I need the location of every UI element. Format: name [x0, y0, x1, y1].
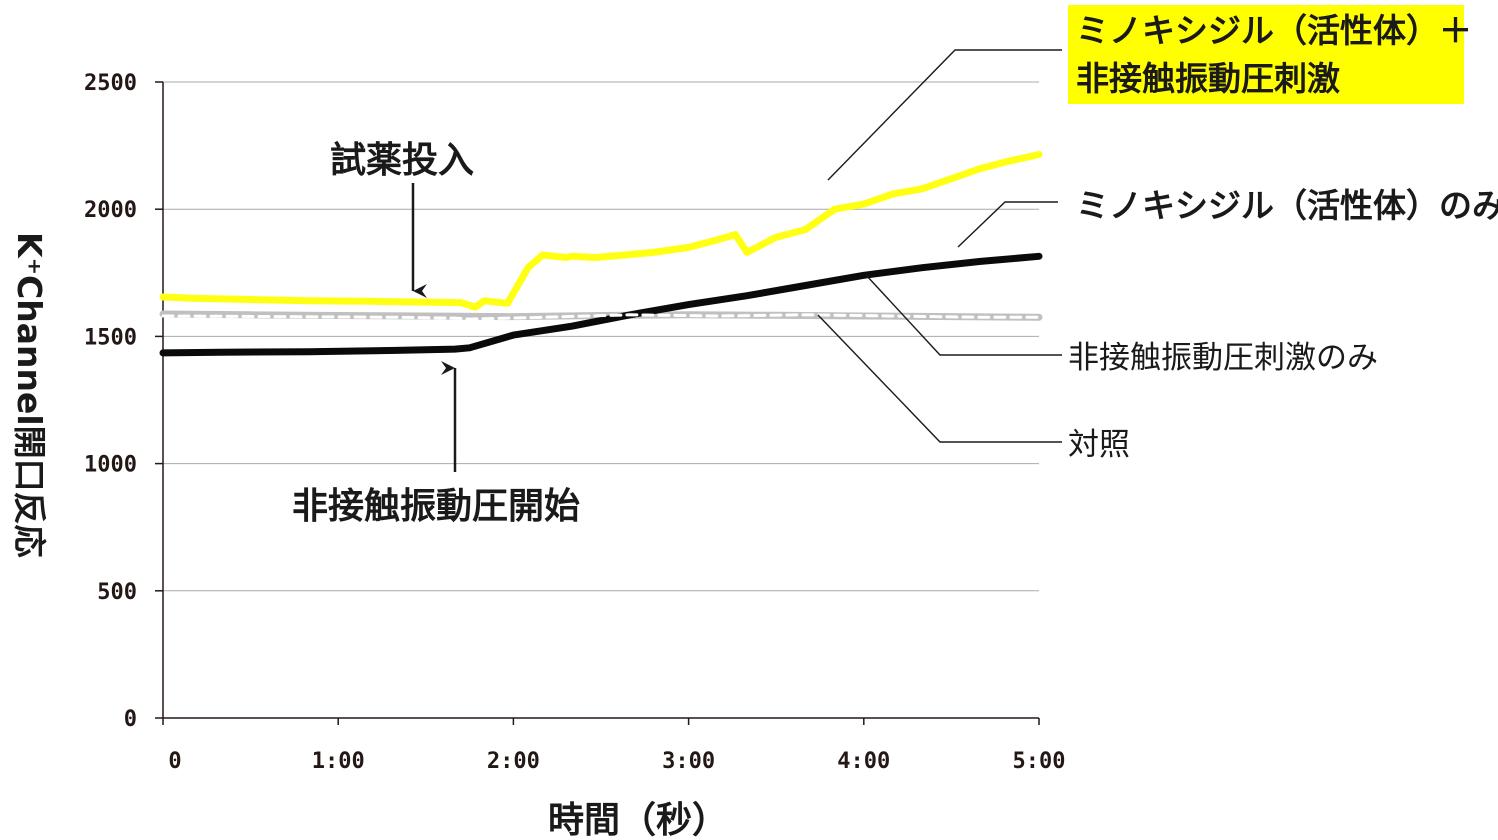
x-tick-label: 5:00 [1013, 749, 1066, 774]
legend: ミノキシジル（活性体）＋ 非接触振動圧刺激 ミノキシジル（活性体）のみ 非接触振… [1068, 5, 1498, 463]
leader-line-vibration [865, 274, 1062, 356]
y-tick-label: 0 [124, 707, 137, 732]
vibration-start-label: 非接触振動圧開始 [292, 486, 580, 527]
annotations: 試薬投入 非接触振動圧開始 [292, 140, 580, 527]
x-tick-label: 1:00 [312, 749, 365, 774]
x-tick-labels: 0 1:00 2:00 3:00 4:00 5:00 [168, 749, 1065, 774]
x-axis-label: 時間（秒） [548, 800, 728, 840]
series-line-minoxidil-plus-vibration [159, 151, 1043, 311]
y-tick-label: 1500 [84, 325, 137, 350]
x-tick-label: 3:00 [662, 749, 715, 774]
leader-line-minoxidil [957, 201, 1058, 248]
leader-line-control [817, 314, 1062, 443]
y-axis-label: K⁺Channel開口反応 [10, 232, 49, 558]
x-tick-label: 4:00 [837, 749, 890, 774]
y-tick-label: 1000 [84, 453, 137, 478]
gridlines [163, 81, 1039, 592]
series-layer [159, 151, 1043, 357]
legend-highlight [1068, 5, 1464, 104]
y-tick-label: 2500 [84, 71, 137, 96]
series-line-minoxidil-only [159, 252, 1043, 357]
series-line-vibration-only [161, 313, 1041, 321]
legend-label-control: 対照 [1068, 427, 1130, 463]
leader-line-yellow [827, 49, 1062, 181]
x-tick-label: 2:00 [487, 749, 540, 774]
reagent-label: 試薬投入 [330, 140, 474, 181]
y-tick-labels: 0 500 1000 1500 2000 2500 [84, 71, 137, 732]
legend-label-yellow-line2: 非接触振動圧刺激 [1076, 59, 1340, 98]
y-tick-label: 500 [97, 580, 137, 605]
y-tick-label: 2000 [84, 198, 137, 223]
legend-label-vibration: 非接触振動圧刺激のみ [1068, 340, 1378, 376]
x-tick-label: 0 [168, 749, 181, 774]
legend-label-yellow-line1: ミノキシジル（活性体）＋ [1076, 11, 1472, 50]
legend-label-minoxidil: ミノキシジル（活性体）のみ [1076, 186, 1498, 225]
leader-lines [817, 49, 1062, 443]
axes [155, 81, 1040, 725]
